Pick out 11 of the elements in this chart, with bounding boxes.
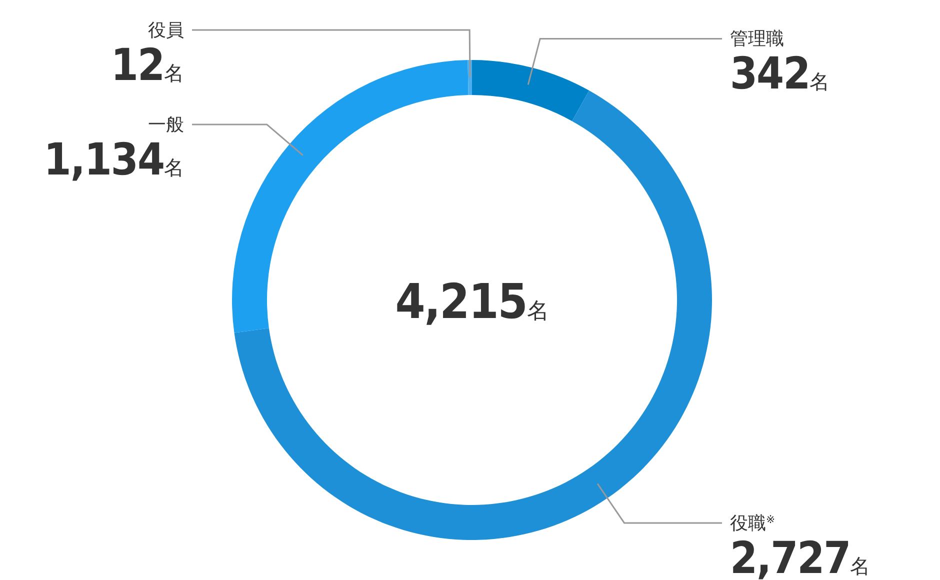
- slice-label: 管理職: [730, 28, 784, 50]
- donut-slice: [472, 60, 590, 122]
- data-label: 342名: [730, 48, 830, 100]
- data-label: 12名: [110, 40, 184, 92]
- data-label: 1,134名: [44, 134, 184, 186]
- data-label: 2,727名: [730, 532, 870, 580]
- slice-label: 役職$^{※}$: [730, 512, 776, 534]
- slice-label: 役員: [148, 20, 184, 42]
- donut-slice: [234, 90, 712, 540]
- text: 4,215名: [395, 274, 549, 330]
- slice-label: 一般: [148, 114, 184, 136]
